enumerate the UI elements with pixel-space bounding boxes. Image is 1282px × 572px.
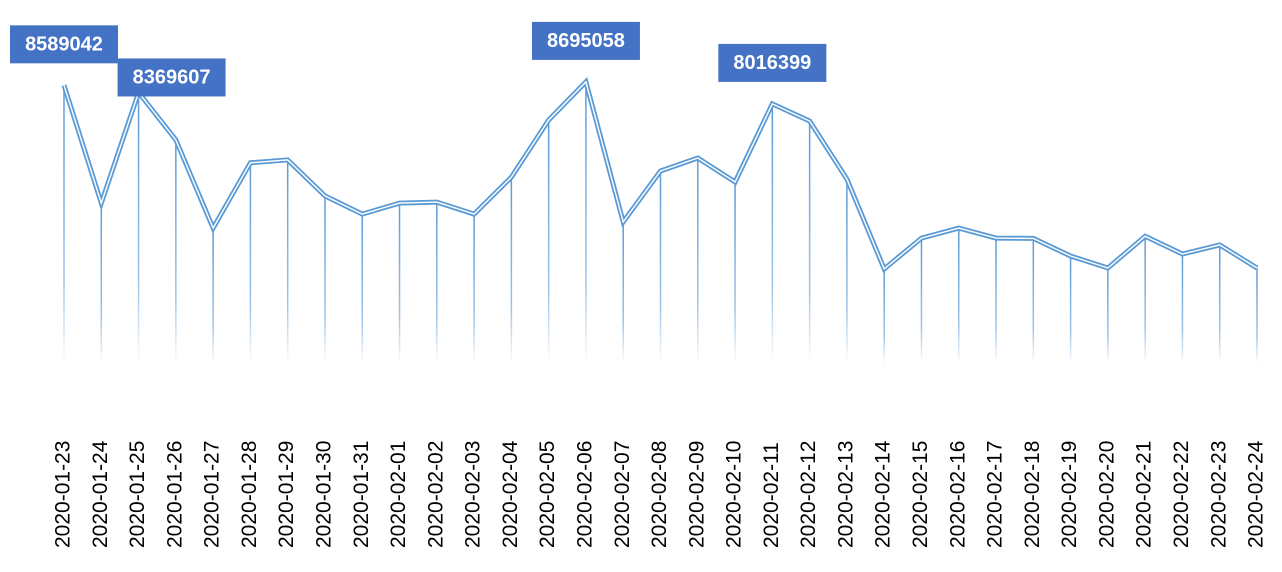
line-inner xyxy=(63,80,1258,271)
x-tick-label: 2020-02-15 xyxy=(909,441,932,548)
x-tick-label: 2020-02-06 xyxy=(573,441,596,548)
x-tick-label: 2020-01-27 xyxy=(201,441,224,548)
x-tick-label: 2020-02-14 xyxy=(872,440,895,548)
x-tick-label: 2020-02-02 xyxy=(424,441,447,548)
x-tick-label: 2020-02-23 xyxy=(1207,441,1230,548)
x-tick-label: 2020-02-08 xyxy=(648,441,671,548)
x-tick-label: 2020-01-28 xyxy=(238,441,261,548)
x-tick-label: 2020-02-03 xyxy=(462,441,485,548)
data-label: 8589042 xyxy=(10,25,118,64)
x-tick-label: 2020-02-20 xyxy=(1095,441,1118,548)
x-tick-label: 2020-02-19 xyxy=(1058,441,1081,548)
data-label: 8695058 xyxy=(531,21,640,60)
data-label-text: 8695058 xyxy=(547,30,625,52)
x-tick-label: 2020-02-12 xyxy=(797,441,820,548)
x-tick-label: 2020-02-13 xyxy=(834,441,857,548)
data-label: 8369607 xyxy=(117,58,226,97)
x-tick-label: 2020-02-21 xyxy=(1133,441,1156,548)
data-label-text: 8016399 xyxy=(733,52,811,74)
x-tick-label: 2020-02-17 xyxy=(984,441,1007,548)
x-tick-label: 2020-02-22 xyxy=(1170,441,1193,548)
data-label-text: 8589042 xyxy=(25,34,103,56)
x-tick-label: 2020-02-16 xyxy=(946,441,969,548)
x-tick-label: 2020-02-01 xyxy=(387,441,410,548)
x-tick-label: 2020-01-25 xyxy=(126,441,149,548)
x-tick-label: 2020-01-30 xyxy=(313,441,336,548)
x-tick-label: 2020-02-09 xyxy=(685,441,708,548)
data-label-box xyxy=(531,21,640,60)
x-tick-label: 2020-01-23 xyxy=(52,441,75,548)
x-tick-label: 2020-02-07 xyxy=(611,441,634,548)
x-tick-label: 2020-01-24 xyxy=(89,440,112,548)
x-tick-label: 2020-02-24 xyxy=(1245,440,1268,548)
x-tick-label: 2020-02-11 xyxy=(760,442,783,548)
data-label-box xyxy=(117,58,226,97)
x-tick-label: 2020-02-10 xyxy=(723,441,746,548)
x-tick-label: 2020-01-26 xyxy=(163,441,186,548)
x-tick-label: 2020-02-18 xyxy=(1021,441,1044,548)
data-label-text: 8369607 xyxy=(133,67,211,89)
data-label-box xyxy=(10,25,118,64)
data-label-box xyxy=(718,43,827,82)
data-label: 8016399 xyxy=(718,43,827,82)
x-tick-label: 2020-02-04 xyxy=(499,440,522,548)
x-tick-label: 2020-01-31 xyxy=(350,441,373,548)
x-tick-label: 2020-01-29 xyxy=(275,441,298,548)
x-tick-label: 2020-02-05 xyxy=(536,441,559,548)
